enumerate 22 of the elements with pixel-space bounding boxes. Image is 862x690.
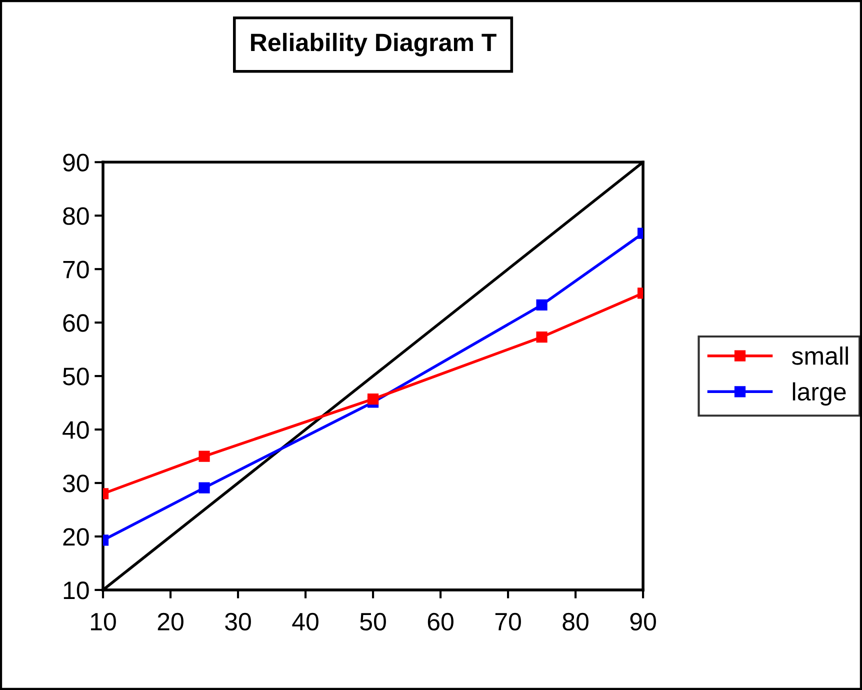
chart-title: Reliability Diagram T (251, 32, 496, 56)
legend-label: small (792, 346, 848, 365)
y-tick-label: 20 (63, 528, 89, 546)
x-tick-label: 50 (360, 612, 386, 631)
y-tick-label: 30 (62, 474, 89, 492)
x-tick-label: 60 (428, 612, 454, 631)
y-tick-label: 80 (63, 207, 89, 225)
y-tick-label: 90 (63, 154, 89, 172)
x-tick-label: 80 (562, 612, 588, 631)
y-tick-label: 40 (62, 421, 89, 439)
y-tick-label: 50 (63, 368, 89, 386)
point (367, 393, 379, 405)
y-tick-label: 10 (64, 582, 89, 600)
y-tick-label: 70 (63, 260, 89, 278)
x-tick-label: 30 (225, 612, 251, 631)
y-tick-label: 60 (63, 314, 89, 332)
x-tick-label: 40 (292, 612, 318, 631)
x-tick-label: 20 (158, 612, 184, 631)
x-tick-label: 90 (630, 612, 656, 631)
x-tick-label: 70 (495, 612, 521, 631)
x-tick-label: 10 (91, 612, 116, 631)
legend-label: large (792, 382, 846, 406)
